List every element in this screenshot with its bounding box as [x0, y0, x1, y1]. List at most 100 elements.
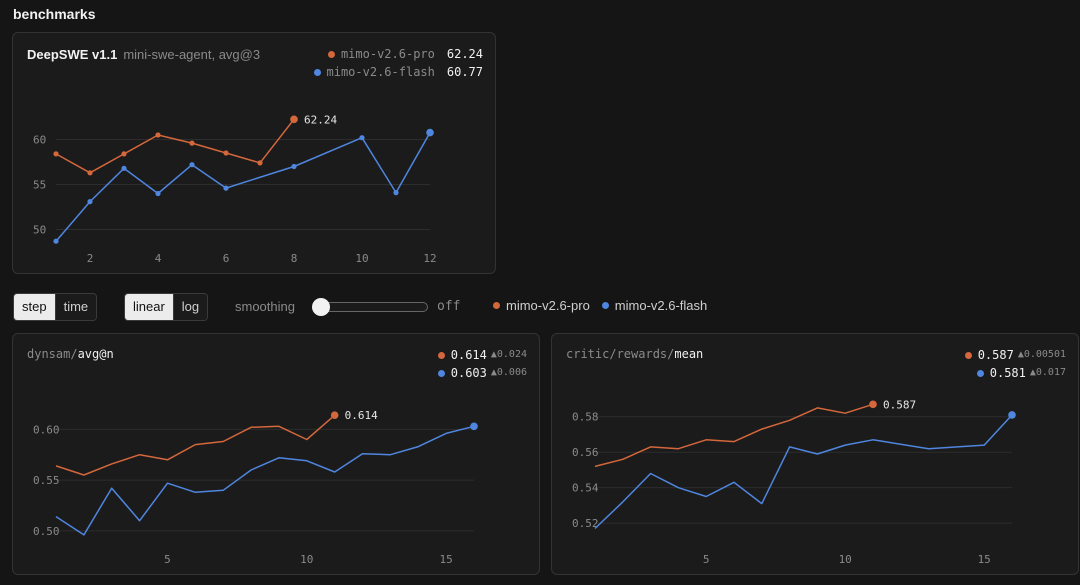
series-line-pro [55, 414, 336, 476]
legend-label: mimo-v2.6-flash [614, 298, 708, 313]
legend-row-pro: 0.614 ▲0.024 [437, 346, 527, 364]
legend-dot-flash-icon [976, 369, 984, 377]
data-point [155, 190, 161, 197]
legend-dot-pro-icon [437, 351, 445, 359]
chart-title-prefix: dynsam/ [27, 347, 78, 361]
legend-delta: ▲0.024 [490, 349, 527, 360]
series-line-pro [594, 403, 874, 468]
data-point [359, 135, 365, 141]
legend-dot-flash-icon [313, 68, 321, 76]
data-point [1008, 411, 1016, 419]
chart-title-prefix: critic/rewards/ [566, 347, 675, 361]
legend-dot-flash-icon [437, 369, 445, 377]
legend-value: 0.587 [977, 348, 1014, 362]
data-point [53, 151, 59, 157]
data-point [53, 238, 59, 244]
end-value-label: 0.614 [345, 409, 378, 422]
data-point [223, 150, 229, 156]
legend-row-flash: mimo-v2.6-flash 60.77 [313, 63, 483, 81]
deepswe-plot: 50 55 60 2 4 6 8 10 12 62.24 [33, 113, 437, 265]
legend-delta: ▲0.006 [490, 367, 527, 378]
data-point [257, 160, 263, 166]
legend-name: mimo-v2.6-flash [326, 65, 435, 79]
legend-label: mimo-v2.6-pro [506, 298, 590, 313]
x-tick-label: 5 [703, 553, 710, 566]
smoothing-slider[interactable] [318, 302, 428, 312]
data-point [869, 400, 877, 409]
y-tick-label: 60 [33, 134, 46, 147]
x-tick-label: 15 [440, 553, 453, 566]
data-point [223, 185, 229, 191]
data-point [87, 170, 93, 176]
legend-value: 0.603 [450, 366, 487, 380]
legend-row-pro: 0.587 ▲0.00501 [964, 346, 1066, 364]
chart-legend: 0.587 ▲0.00501 0.581 ▲0.017 [964, 346, 1066, 382]
y-tick-label: 0.52 [572, 517, 599, 530]
x-tick-label: 15 [978, 553, 991, 566]
chart-title-metric: avg@n [77, 347, 114, 361]
data-point [291, 163, 297, 170]
legend-value: 60.77 [446, 65, 483, 79]
chart-title-metric: mean [674, 347, 704, 361]
data-point [330, 411, 339, 419]
chart-title: DeepSWE v1.1 mini-swe-agent, avg@3 [27, 46, 260, 64]
log-button[interactable]: log [172, 294, 208, 320]
legend-value: 0.614 [450, 348, 487, 362]
data-point [393, 190, 399, 196]
series-line-flash [55, 425, 475, 536]
critic-plot: 0.52 0.54 0.56 0.58 5 10 15 0.587 [572, 398, 1016, 566]
data-point [290, 115, 298, 124]
end-value-label: 0.587 [883, 398, 916, 411]
chart-title: critic/rewards/mean [566, 347, 703, 361]
legend-dot-pro-icon [964, 351, 972, 359]
y-tick-label: 0.60 [33, 423, 60, 436]
smoothing-label: smoothing [235, 299, 295, 314]
step-button[interactable]: step [14, 294, 55, 320]
x-tick-label: 4 [155, 252, 162, 265]
data-point [470, 422, 478, 431]
y-scale-toggle: linear log [124, 293, 209, 321]
deepswe-chart-card: DeepSWE v1.1 mini-swe-agent, avg@3 mimo-v… [12, 32, 496, 274]
x-tick-label: 8 [291, 252, 298, 265]
x-tick-label: 10 [839, 553, 852, 566]
x-tick-label: 12 [423, 252, 436, 265]
data-point [121, 165, 127, 171]
data-point [426, 128, 434, 137]
global-legend-item-pro[interactable]: mimo-v2.6-pro [493, 298, 590, 313]
chart-subtitle: mini-swe-agent, avg@3 [123, 47, 261, 62]
dynsam-plot: 0.50 0.55 0.60 5 10 15 0.614 [33, 409, 478, 566]
x-tick-label: 5 [164, 553, 171, 566]
legend-row-flash: 0.603 ▲0.006 [437, 364, 527, 382]
series-line-pro [55, 118, 295, 174]
legend-value: 62.24 [446, 47, 483, 61]
data-point [189, 140, 195, 146]
x-tick-label: 10 [300, 553, 313, 566]
legend-value: 0.581 [989, 366, 1026, 380]
linear-button[interactable]: linear [125, 294, 173, 320]
critic-chart-card: critic/rewards/mean 0.587 ▲0.00501 0.581… [551, 333, 1079, 575]
x-tick-label: 10 [355, 252, 368, 265]
legend-dot-flash-icon [601, 302, 609, 309]
legend-row-flash: 0.581 ▲0.017 [965, 364, 1066, 382]
end-value-label: 62.24 [304, 113, 337, 126]
y-tick-label: 0.58 [572, 411, 599, 424]
series-line-flash [55, 132, 431, 242]
y-tick-label: 0.55 [33, 474, 60, 487]
time-button[interactable]: time [54, 294, 97, 320]
y-tick-label: 0.56 [572, 446, 599, 459]
smoothing-value: off [437, 299, 461, 314]
dynsam-chart-card: dynsam/avg@n 0.614 ▲0.024 0.603 ▲0.006 0… [12, 333, 540, 575]
legend-dot-pro-icon [493, 302, 500, 309]
legend-name: mimo-v2.6-pro [340, 47, 435, 61]
section-title: benchmarks [13, 6, 96, 22]
data-point [87, 199, 93, 205]
data-point [155, 132, 161, 138]
x-tick-label: 6 [223, 252, 230, 265]
legend-dot-pro-icon [327, 50, 335, 58]
chart-legend: mimo-v2.6-pro 62.24 mimo-v2.6-flash 60.7… [313, 45, 483, 81]
chart-title-main: DeepSWE v1.1 [27, 47, 118, 62]
smoothing-slider-handle[interactable] [312, 298, 330, 316]
global-legend-item-flash[interactable]: mimo-v2.6-flash [601, 298, 708, 313]
y-tick-label: 50 [33, 224, 46, 237]
y-tick-label: 0.54 [572, 482, 599, 495]
